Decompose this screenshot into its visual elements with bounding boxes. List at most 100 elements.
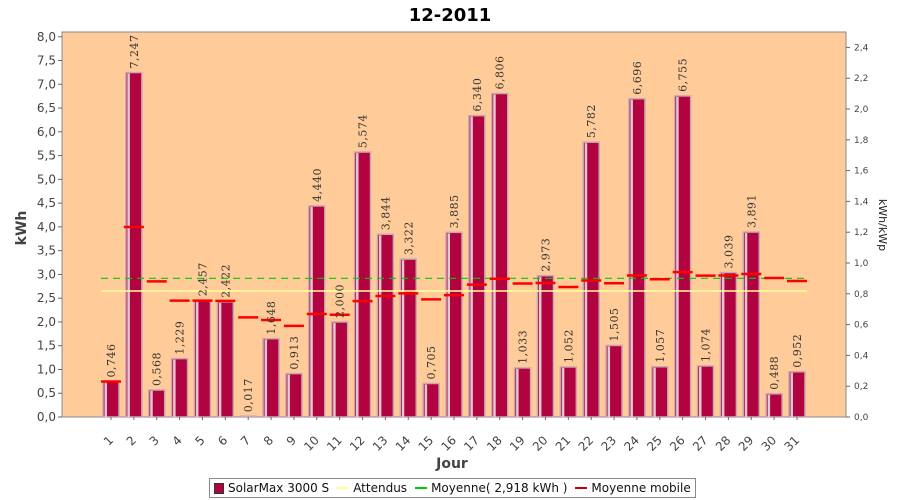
bar-highlight bbox=[493, 94, 496, 417]
x-tick-label: 13 bbox=[370, 433, 391, 454]
bar bbox=[239, 415, 257, 418]
y2-tick-label: 0,6 bbox=[854, 321, 869, 331]
bar-highlight bbox=[447, 233, 450, 417]
chart-title: 12-2011 bbox=[409, 5, 492, 26]
expected-swatch bbox=[337, 487, 350, 489]
y2-tick-label: 0,4 bbox=[854, 351, 869, 361]
bar-highlight bbox=[401, 260, 405, 417]
legend-label-average: Moyenne( 2,918 kWh ) bbox=[431, 481, 568, 495]
x-tick-label: 3 bbox=[147, 433, 162, 448]
x-tick-label: 24 bbox=[621, 433, 642, 454]
x-tick-label: 31 bbox=[781, 433, 802, 454]
bar-highlight bbox=[561, 367, 565, 417]
data-label: 6,340 bbox=[471, 78, 484, 112]
bar-highlight bbox=[104, 382, 107, 417]
data-label: 1,033 bbox=[517, 330, 530, 364]
data-label: 7,247 bbox=[128, 35, 141, 69]
y-tick-label: 0,5 bbox=[37, 386, 56, 400]
y-tick-label: 2,5 bbox=[37, 291, 56, 305]
plot-area: 0,0 0,5 1,0 1,5 2,0 2,5 3,0 3,5 4,0 4,5 5,0 5,5 6,0 6… bbox=[37, 30, 869, 454]
bar-highlight bbox=[150, 391, 153, 417]
y-tick-label: 5,0 bbox=[37, 172, 56, 186]
x-tick-label: 11 bbox=[324, 433, 345, 454]
average-swatch bbox=[415, 487, 428, 489]
x-tick-label: 27 bbox=[690, 433, 711, 454]
y-tick-label: 1,0 bbox=[37, 362, 56, 376]
y-tick-label: 7,5 bbox=[37, 54, 56, 68]
y-tick-label: 3,0 bbox=[37, 267, 56, 281]
x-tick-label: 15 bbox=[416, 433, 437, 454]
y2-tick-label: 1,6 bbox=[854, 167, 869, 177]
bar-highlight bbox=[287, 374, 290, 417]
y-tick-label: 4,0 bbox=[37, 220, 56, 234]
bar-highlight bbox=[310, 206, 313, 417]
bar-highlight bbox=[195, 301, 199, 417]
legend: SolarMax 3000 S Attendus Moyenne( 2,918 … bbox=[209, 478, 696, 498]
data-label: 0,017 bbox=[242, 378, 255, 412]
data-label: 0,488 bbox=[768, 356, 781, 390]
y-tick-label: 3,5 bbox=[37, 244, 56, 258]
x-tick-label: 5 bbox=[192, 433, 207, 448]
y2-tick-label: 0,8 bbox=[854, 290, 869, 300]
bar-highlight bbox=[676, 96, 679, 417]
x-tick-label: 10 bbox=[301, 433, 322, 454]
data-label: 2,973 bbox=[539, 238, 552, 272]
legend-label-production: SolarMax 3000 S bbox=[228, 481, 330, 495]
x-tick-label: 22 bbox=[576, 433, 597, 454]
production-swatch bbox=[214, 482, 224, 494]
data-label: 5,574 bbox=[357, 114, 370, 148]
y2-tick-label: 2,0 bbox=[854, 105, 869, 115]
data-label: 1,052 bbox=[562, 329, 575, 363]
legend-label-moving-average: Moyenne mobile bbox=[591, 481, 691, 495]
bar-highlight bbox=[790, 372, 793, 417]
bar-highlight bbox=[699, 366, 702, 417]
data-label: 2,457 bbox=[196, 262, 209, 296]
bar-highlight bbox=[767, 394, 771, 417]
x-tick-label: 6 bbox=[215, 433, 230, 448]
x-tick-label: 25 bbox=[644, 433, 665, 454]
x-tick-label: 8 bbox=[261, 433, 276, 448]
x-tick-label: 9 bbox=[284, 433, 299, 448]
y-tick-label: 6,0 bbox=[37, 125, 56, 139]
data-label: 4,440 bbox=[311, 168, 324, 202]
y-axis-title: kWh bbox=[14, 211, 30, 246]
bar-highlight bbox=[264, 339, 268, 417]
bar-highlight bbox=[424, 384, 428, 417]
y2-tick-label: 2,2 bbox=[854, 74, 868, 84]
x-axis-title: Jour bbox=[435, 456, 468, 472]
y-tick-label: 0,0 bbox=[37, 410, 56, 424]
legend-item-moving-average: Moyenne mobile bbox=[575, 481, 691, 495]
x-tick-label: 23 bbox=[598, 433, 619, 454]
y2-axis-title: kWh/kWp bbox=[876, 199, 889, 251]
x-tick-label: 20 bbox=[530, 433, 551, 454]
x-tick-label: 28 bbox=[713, 433, 734, 454]
bar-highlight bbox=[378, 235, 382, 417]
data-label: 0,705 bbox=[425, 345, 438, 379]
y2-tick-label: 0,0 bbox=[854, 413, 869, 423]
bar-highlight bbox=[218, 302, 222, 417]
y-tick-label: 1,5 bbox=[37, 339, 56, 353]
data-label: 0,746 bbox=[105, 344, 118, 378]
x-tick-label: 1 bbox=[101, 433, 116, 448]
legend-item-average: Moyenne( 2,918 kWh ) bbox=[415, 481, 567, 495]
data-label: 6,696 bbox=[631, 61, 644, 95]
x-tick-label: 4 bbox=[169, 433, 184, 448]
x-tick-label: 30 bbox=[759, 433, 780, 454]
legend-label-expected: Attendus bbox=[353, 481, 408, 495]
y-tick-label: 7,0 bbox=[37, 77, 56, 91]
y-tick-label: 2,0 bbox=[37, 315, 56, 329]
x-tick-label: 29 bbox=[736, 433, 757, 454]
y2-tick-label: 0,2 bbox=[854, 382, 868, 392]
y2-tick-label: 1,8 bbox=[854, 136, 869, 146]
y-tick-label: 4,5 bbox=[37, 196, 56, 210]
bar-highlight bbox=[653, 367, 656, 417]
bar-highlight bbox=[744, 233, 748, 417]
bar-highlight bbox=[538, 276, 542, 417]
y-tick-label: 6,5 bbox=[37, 101, 56, 115]
y2-tick-label: 1,2 bbox=[854, 228, 868, 238]
y-tick-label: 5,5 bbox=[37, 149, 56, 163]
x-tick-label: 7 bbox=[238, 433, 253, 448]
bar-highlight bbox=[630, 99, 633, 417]
data-label: 0,952 bbox=[791, 334, 804, 368]
